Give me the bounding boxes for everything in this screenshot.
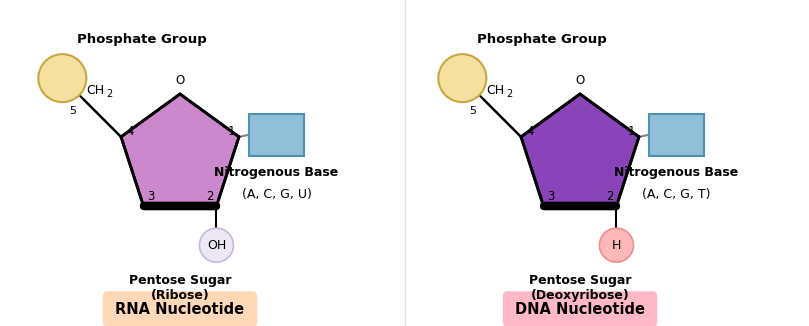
Circle shape	[438, 54, 486, 102]
Text: 5: 5	[469, 106, 477, 116]
Text: 2: 2	[205, 190, 214, 203]
Text: DNA Nucleotide: DNA Nucleotide	[515, 302, 645, 317]
FancyBboxPatch shape	[503, 292, 656, 326]
Text: 5: 5	[70, 106, 76, 116]
Text: 1: 1	[627, 125, 635, 138]
Text: H: H	[612, 239, 621, 252]
Text: 1: 1	[227, 125, 235, 138]
FancyBboxPatch shape	[649, 114, 704, 156]
Circle shape	[38, 54, 87, 102]
Text: 2: 2	[506, 89, 513, 99]
Polygon shape	[121, 94, 239, 206]
Text: OH: OH	[207, 239, 226, 252]
Text: CH: CH	[87, 83, 104, 96]
Text: (A, C, G, T): (A, C, G, T)	[642, 188, 711, 201]
Circle shape	[599, 228, 633, 262]
Polygon shape	[521, 94, 639, 206]
Text: O: O	[575, 74, 585, 87]
Circle shape	[200, 228, 234, 262]
Text: 4: 4	[527, 125, 534, 138]
Text: Pentose Sugar
(Deoxyribose): Pentose Sugar (Deoxyribose)	[529, 274, 631, 302]
Polygon shape	[121, 94, 239, 206]
Text: Phosphate Group: Phosphate Group	[477, 33, 607, 46]
Text: Nitrogenous Base: Nitrogenous Base	[614, 166, 739, 179]
Text: CH: CH	[486, 83, 504, 96]
FancyBboxPatch shape	[104, 292, 256, 326]
Text: Nitrogenous Base: Nitrogenous Base	[214, 166, 339, 179]
Text: 2: 2	[606, 190, 613, 203]
Text: 2: 2	[106, 89, 112, 99]
Text: (A, C, G, U): (A, C, G, U)	[242, 188, 311, 201]
Text: 3: 3	[147, 190, 155, 203]
Text: 3: 3	[547, 190, 554, 203]
FancyBboxPatch shape	[249, 114, 304, 156]
Text: RNA Nucleotide: RNA Nucleotide	[116, 302, 244, 317]
Text: Phosphate Group: Phosphate Group	[78, 33, 207, 46]
Text: Pentose Sugar
(Ribose): Pentose Sugar (Ribose)	[129, 274, 231, 302]
Text: O: O	[176, 74, 184, 87]
Polygon shape	[521, 94, 639, 206]
Text: 4: 4	[126, 125, 133, 138]
